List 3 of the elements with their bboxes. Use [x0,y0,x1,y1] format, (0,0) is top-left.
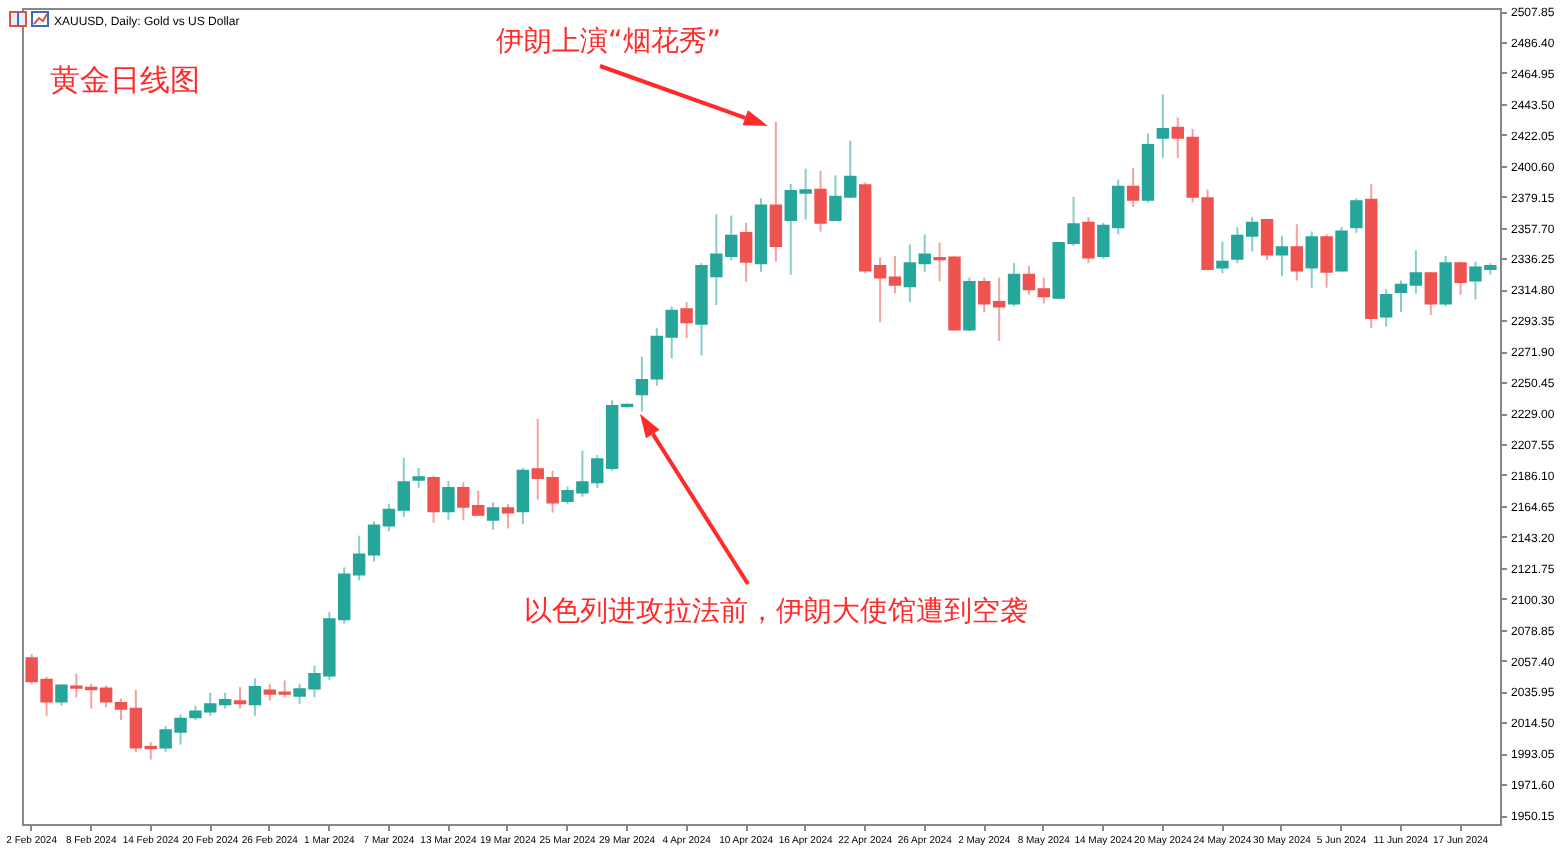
annotation: 伊朗上演“烟花秀” [496,26,722,58]
annotation: 以色列进攻拉法前，伊朗大使馆遭到空袭 [524,596,1028,628]
annotation: 黄金日线图 [50,62,200,98]
